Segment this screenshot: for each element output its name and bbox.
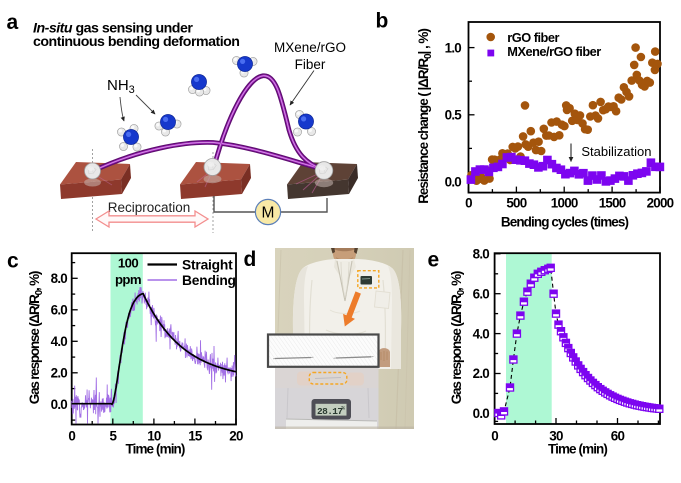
- svg-text:Gas response (ΔR/R0, %): Gas response (ΔR/R0, %): [449, 271, 467, 404]
- svg-text:0: 0: [68, 429, 75, 444]
- svg-text:0: 0: [491, 429, 498, 444]
- svg-text:15: 15: [188, 429, 203, 444]
- svg-text:a: a: [7, 11, 19, 34]
- svg-text:0.0: 0.0: [51, 397, 68, 412]
- svg-text:8.0: 8.0: [51, 271, 68, 286]
- svg-text:6.0: 6.0: [51, 303, 68, 318]
- svg-text:4.0: 4.0: [51, 334, 68, 349]
- svg-text:ppm: ppm: [115, 272, 141, 287]
- svg-text:30: 30: [549, 429, 563, 444]
- svg-text:c: c: [7, 250, 19, 273]
- svg-text:60: 60: [611, 429, 625, 444]
- svg-text:0.0: 0.0: [445, 175, 462, 190]
- svg-text:Fiber: Fiber: [295, 57, 326, 72]
- svg-text:4.0: 4.0: [473, 326, 490, 341]
- svg-text:8.0: 8.0: [473, 247, 490, 262]
- svg-text:d: d: [244, 248, 257, 271]
- svg-text:Reciprocation: Reciprocation: [108, 200, 191, 215]
- svg-text:2000: 2000: [647, 196, 674, 211]
- svg-text:%: %: [342, 405, 346, 412]
- svg-text:Time (min): Time (min): [125, 442, 184, 457]
- svg-text:1500: 1500: [599, 196, 626, 211]
- svg-text:Bending: Bending: [182, 273, 236, 288]
- svg-text:100: 100: [118, 256, 138, 271]
- svg-text:10: 10: [147, 429, 161, 444]
- svg-text:20: 20: [229, 429, 243, 444]
- svg-text:2.0: 2.0: [51, 366, 68, 381]
- svg-text:0.5: 0.5: [445, 108, 463, 123]
- svg-text:5: 5: [109, 429, 117, 444]
- svg-text:MXene/rGO fiber: MXene/rGO fiber: [507, 44, 601, 59]
- svg-text:M: M: [262, 205, 275, 222]
- svg-text:e: e: [428, 249, 440, 272]
- svg-text:b: b: [376, 10, 389, 33]
- svg-text:MXene/rGO: MXene/rGO: [274, 40, 346, 55]
- svg-text:Time (min): Time (min): [548, 442, 607, 457]
- svg-text:6.0: 6.0: [473, 286, 490, 301]
- svg-text:Bending cycles (times): Bending cycles (times): [501, 215, 629, 230]
- svg-text:Gas response (ΔR/R0, %): Gas response (ΔR/R0, %): [27, 271, 45, 404]
- svg-text:continuous bending deformation: continuous bending deformation: [33, 34, 239, 50]
- svg-text:1.0: 1.0: [445, 40, 462, 55]
- svg-text:rGO fiber: rGO fiber: [507, 30, 559, 45]
- svg-text:500: 500: [506, 196, 526, 211]
- svg-text:In-situ gas sensing under: In-situ gas sensing under: [33, 21, 193, 37]
- svg-text:1000: 1000: [551, 196, 578, 211]
- svg-text:Resistance change ( |ΔR/R0| ,: Resistance change ( |ΔR/R0| , %): [416, 29, 434, 204]
- svg-text:Stabilization: Stabilization: [581, 144, 651, 159]
- svg-text:0.0: 0.0: [473, 406, 490, 421]
- svg-text:Straight: Straight: [182, 257, 233, 272]
- svg-text:0: 0: [465, 196, 472, 211]
- svg-text:28.17: 28.17: [317, 406, 343, 417]
- svg-text:NH3: NH3: [107, 77, 135, 96]
- svg-text:2.0: 2.0: [473, 366, 490, 381]
